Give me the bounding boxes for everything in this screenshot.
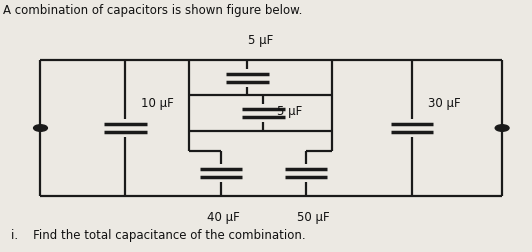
Circle shape <box>495 125 509 132</box>
Text: 5 μF: 5 μF <box>248 34 273 47</box>
Text: i.    Find the total capacitance of the combination.: i. Find the total capacitance of the com… <box>11 228 306 241</box>
Text: A combination of capacitors is shown figure below.: A combination of capacitors is shown fig… <box>3 5 303 17</box>
Text: 5 μF: 5 μF <box>277 105 302 117</box>
Circle shape <box>34 125 47 132</box>
Text: 50 μF: 50 μF <box>297 210 330 223</box>
Text: 30 μF: 30 μF <box>428 97 461 110</box>
Text: 40 μF: 40 μF <box>207 210 240 223</box>
Text: 10 μF: 10 μF <box>142 97 174 110</box>
